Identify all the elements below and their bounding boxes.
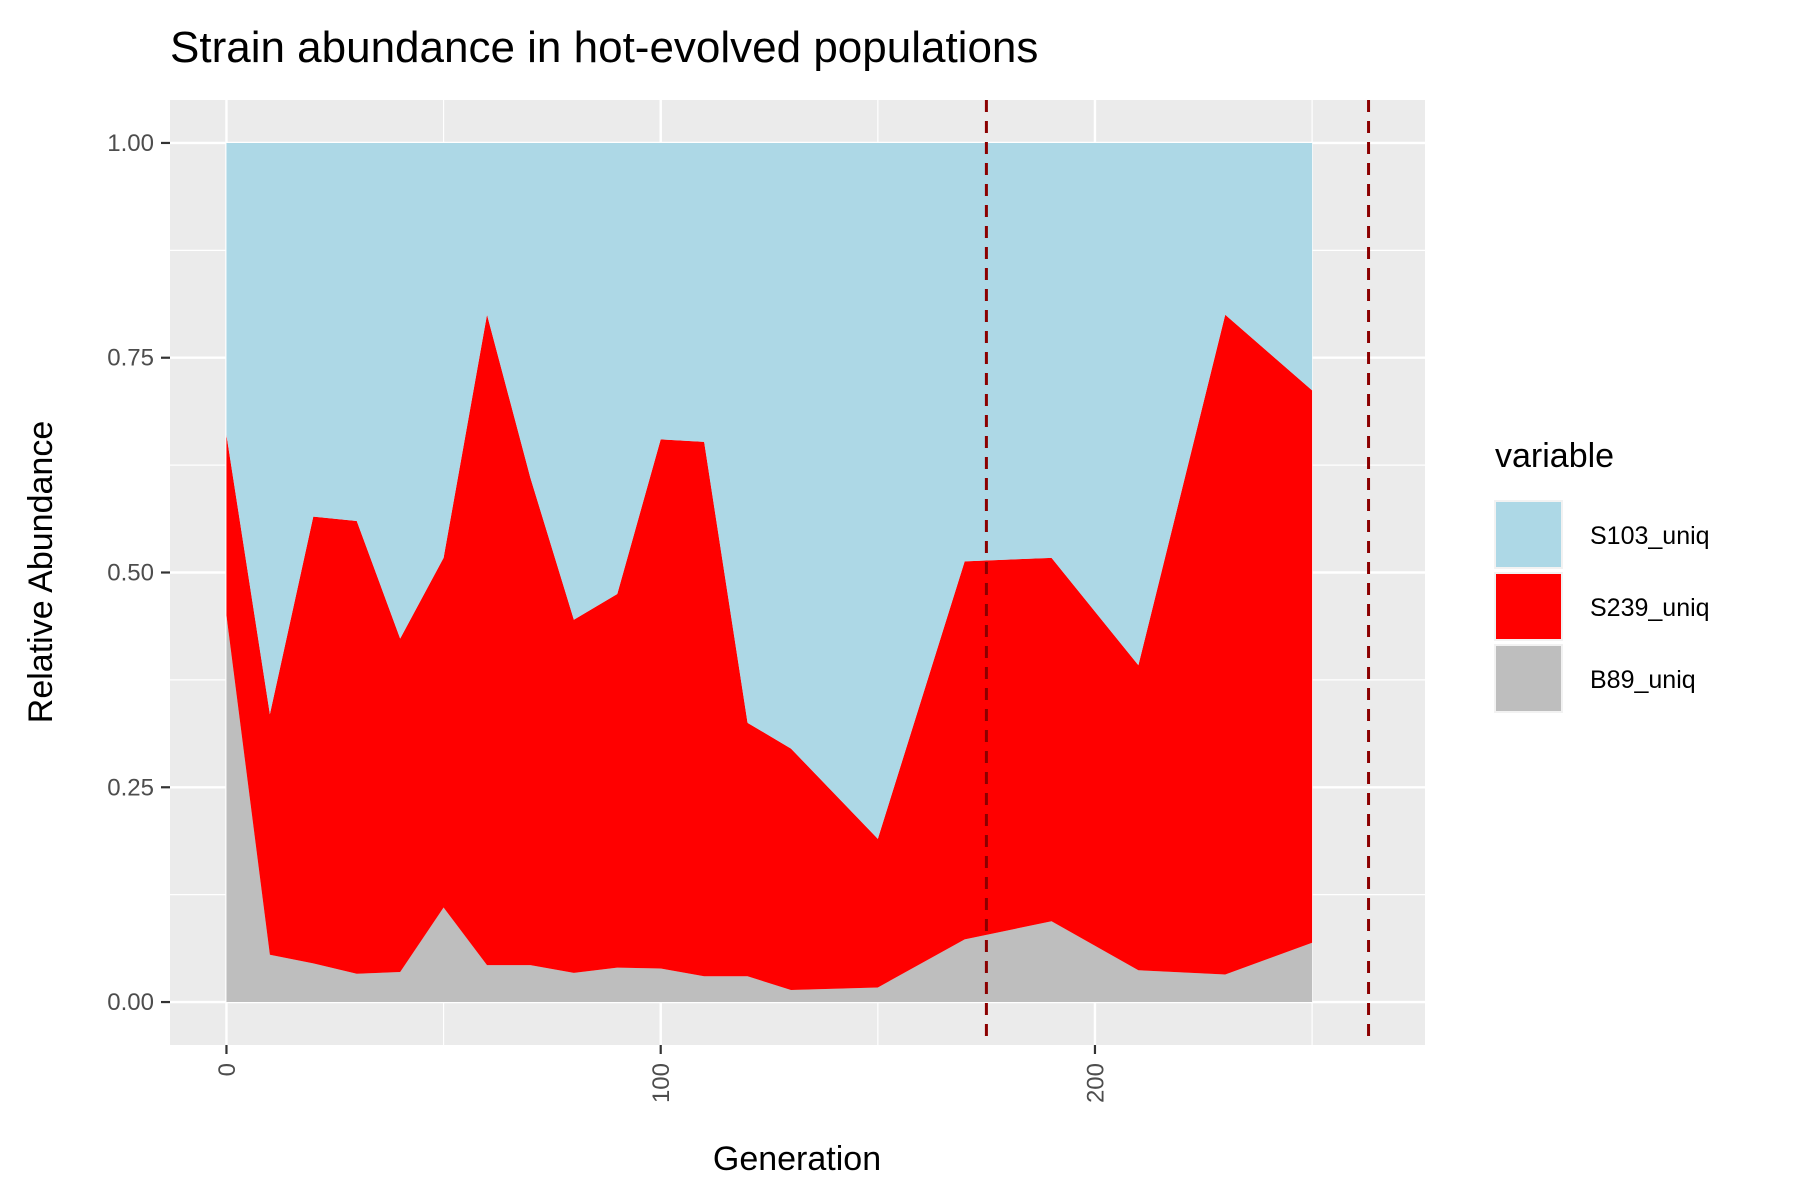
legend-item: B89_uniq: [1494, 644, 1696, 713]
axes: 0.00 0.25 0.50 0.75 1.00 0 100 200: [107, 130, 1109, 1103]
legend: variable S103_uniq S239_uniq B89_uniq: [1494, 437, 1710, 713]
y-tick-label: 0.75: [107, 345, 154, 372]
legend-label: B89_uniq: [1590, 666, 1696, 694]
y-tick-label: 0.25: [107, 774, 154, 801]
reference-lines: [984, 100, 1371, 1045]
legend-swatch: [1496, 502, 1561, 567]
y-tick-label: 0.00: [107, 989, 154, 1016]
legend-item: S103_uniq: [1494, 500, 1710, 569]
legend-label: S239_uniq: [1590, 594, 1710, 622]
area-series: [226, 142, 1313, 1003]
chart-title: Strain abundance in hot-evolved populati…: [170, 23, 1038, 72]
legend-swatch: [1496, 646, 1561, 711]
legend-swatch: [1496, 574, 1561, 639]
x-tick-label: 100: [648, 1063, 675, 1103]
legend-title: variable: [1495, 437, 1614, 475]
y-axis-title: Relative Abundance: [22, 421, 60, 723]
legend-label: S103_uniq: [1590, 522, 1710, 550]
area-S239_uniq: [226, 314, 1313, 991]
x-tick-label: 0: [214, 1063, 241, 1076]
area-S103_uniq: [226, 142, 1313, 839]
legend-item: S239_uniq: [1494, 572, 1710, 641]
x-tick-label: 200: [1082, 1063, 1109, 1103]
y-tick-label: 1.00: [107, 130, 154, 157]
x-axis-title: Generation: [713, 1140, 881, 1178]
y-tick-label: 0.50: [107, 560, 154, 587]
